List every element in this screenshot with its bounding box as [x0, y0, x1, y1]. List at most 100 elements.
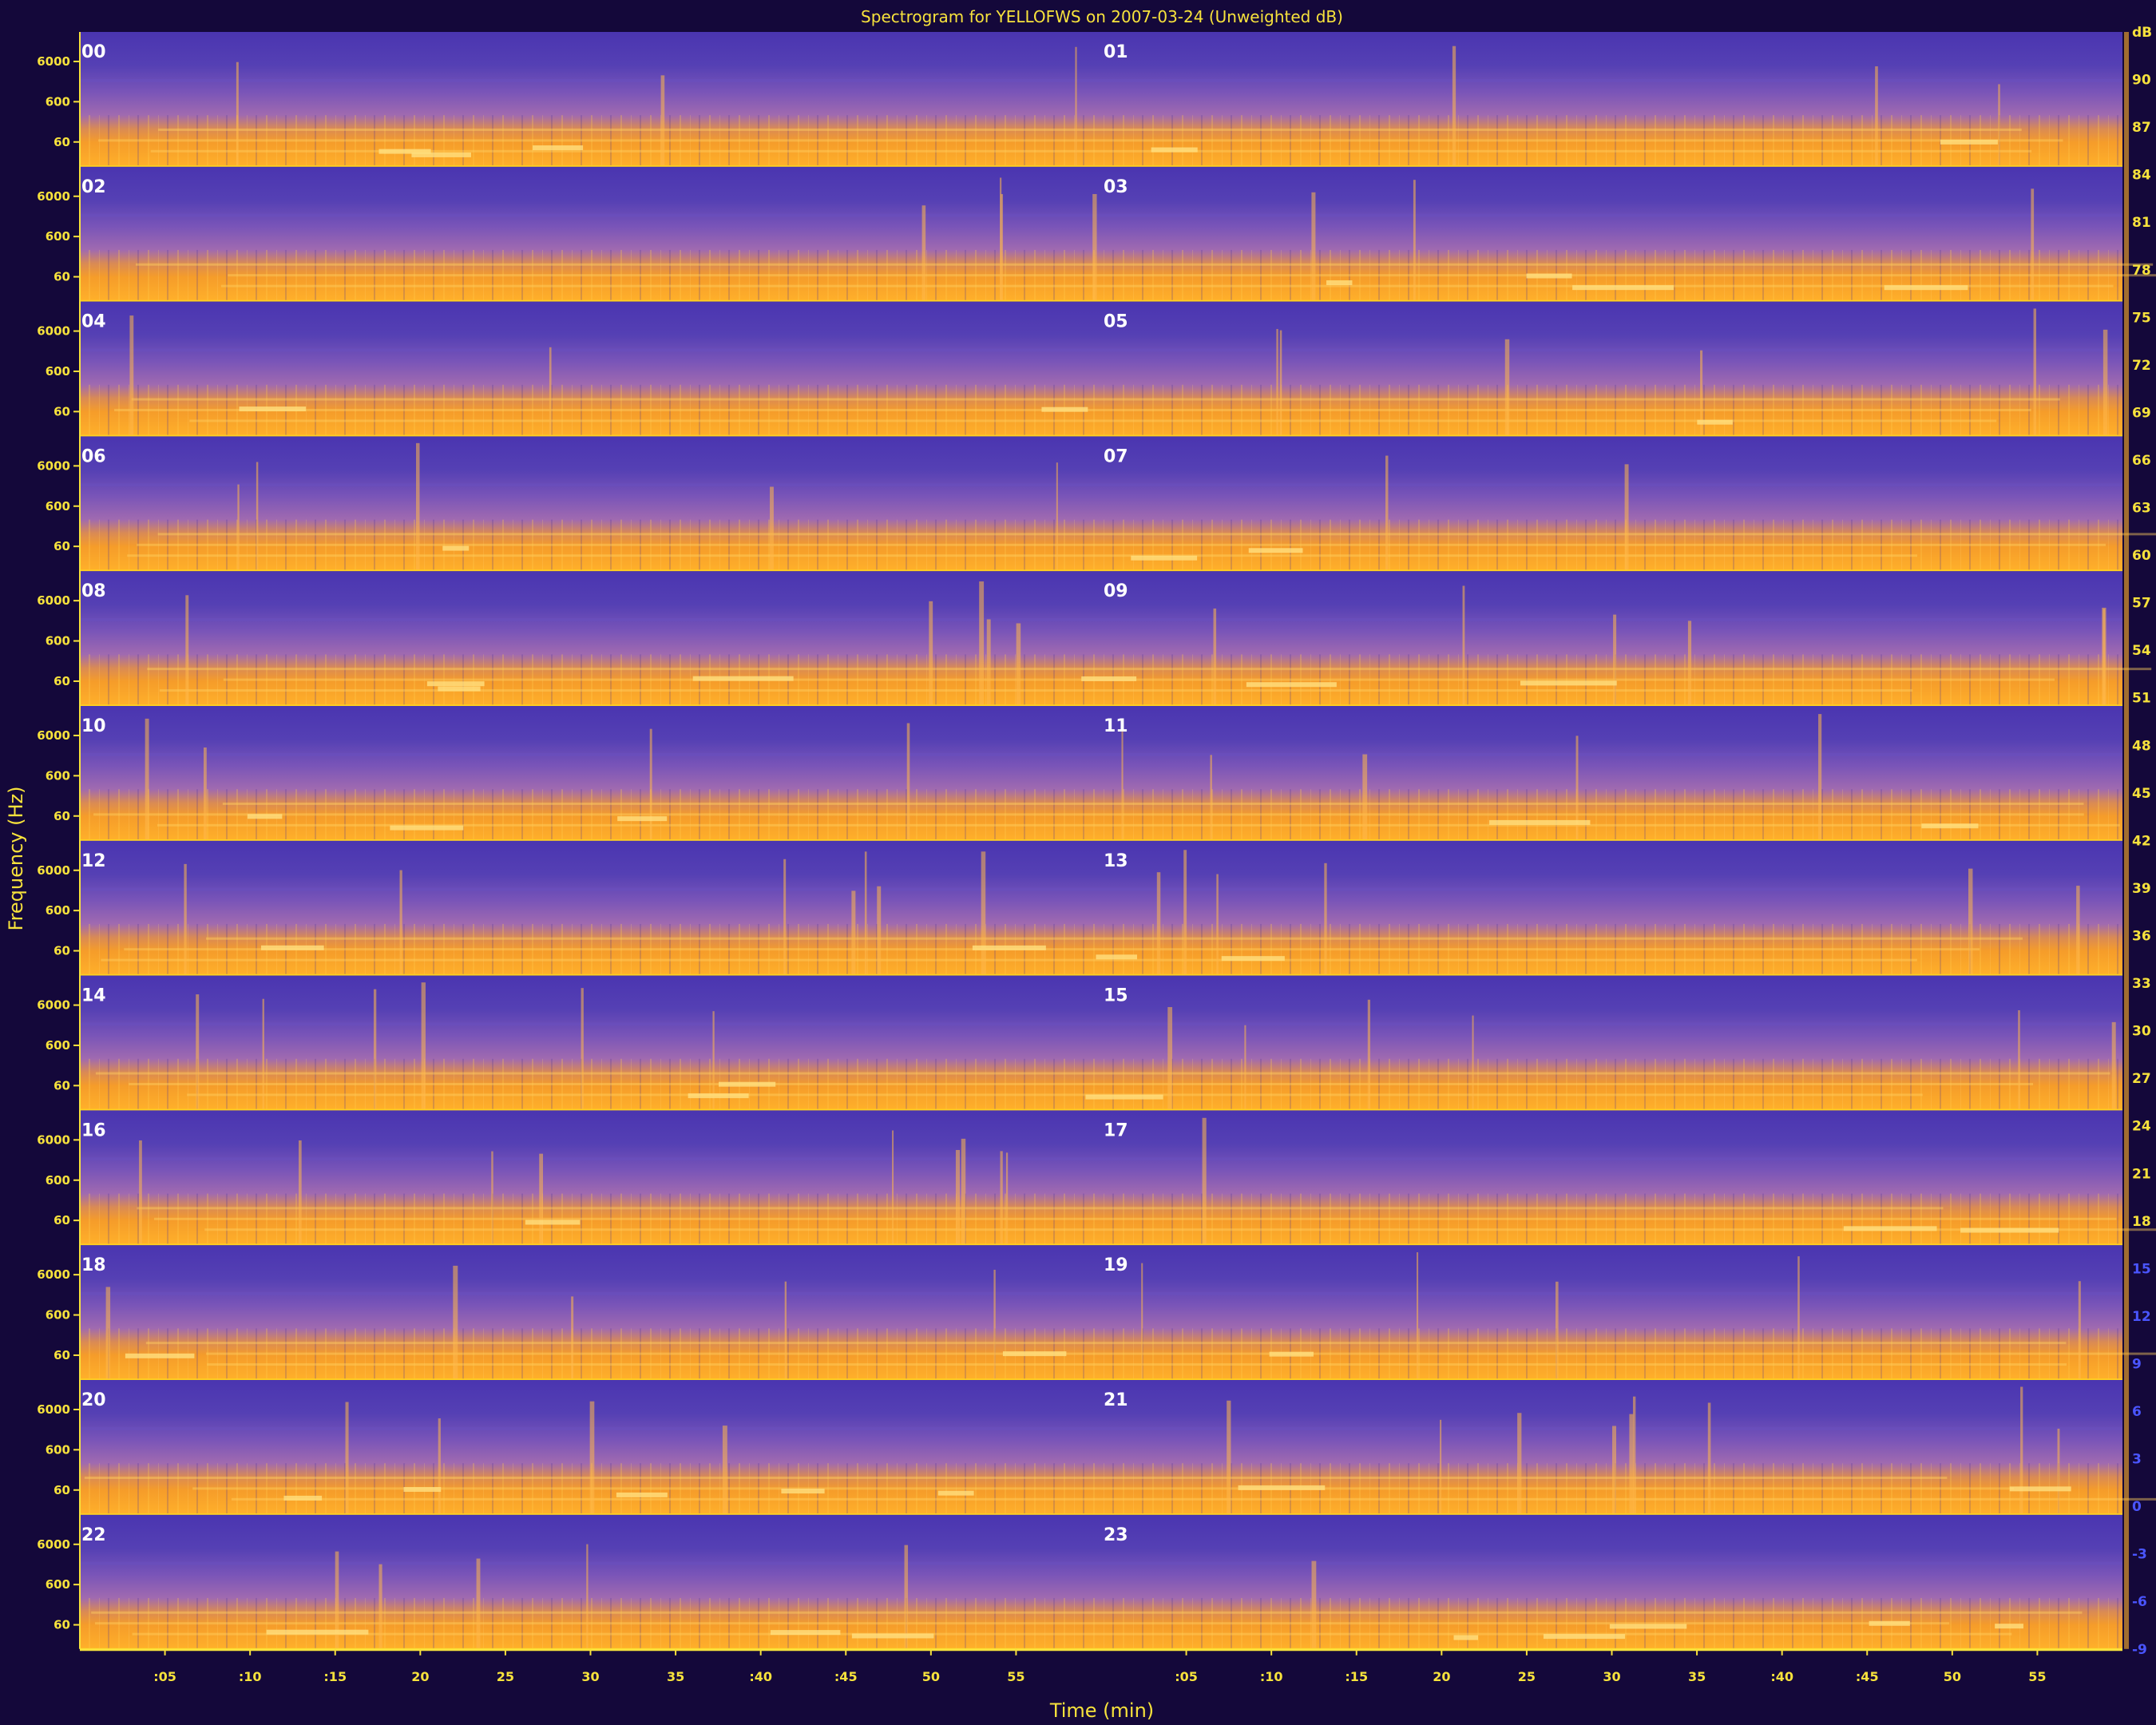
event-dash — [770, 1630, 841, 1636]
sound-burst — [476, 1558, 481, 1649]
sound-burst — [256, 462, 259, 571]
minute-tick-label: 55 — [1007, 1669, 1024, 1684]
event-dash — [1609, 1624, 1687, 1629]
mid-band-line — [80, 752, 2122, 756]
frequency-tick-label: 600 — [46, 94, 70, 109]
sound-burst — [722, 1426, 727, 1514]
sound-burst — [1213, 608, 1217, 706]
tone-line — [94, 1622, 1950, 1625]
tone-line — [206, 937, 2023, 940]
texture-band — [80, 384, 2122, 436]
texture-band — [80, 519, 2122, 571]
hour-label: 15 — [1104, 986, 1128, 1006]
frequency-tick-label: 600 — [46, 364, 70, 379]
sound-burst — [1005, 1152, 1009, 1245]
frequency-tick-label: 6000 — [37, 324, 70, 339]
event-dash — [1002, 1351, 1067, 1357]
event-dash — [247, 814, 283, 819]
tone-line — [231, 1497, 2156, 1501]
hour-label: 02 — [81, 177, 106, 197]
event-dash — [1085, 1094, 1163, 1100]
hour-label: 13 — [1104, 851, 1128, 871]
event-dash — [403, 1487, 442, 1493]
sound-burst — [1276, 328, 1278, 436]
event-dash — [125, 1353, 195, 1358]
sound-burst — [2018, 1010, 2020, 1110]
event-dash — [1572, 285, 1674, 291]
tone-line — [145, 1342, 2067, 1345]
tone-line — [136, 263, 2154, 266]
minute-tick-label: :10 — [239, 1669, 262, 1684]
sound-burst — [105, 1287, 111, 1380]
frequency-tick-label: 600 — [46, 1038, 70, 1053]
db-tick-label: 63 — [2132, 501, 2151, 517]
frequency-tick-label: 60 — [54, 1348, 70, 1362]
spectrogram-row: 10 11 — [80, 706, 2122, 841]
sound-burst — [1440, 1419, 1442, 1514]
frequency-tick-label: 6000 — [37, 593, 70, 608]
sound-burst — [145, 718, 149, 840]
tone-line — [101, 958, 1917, 962]
event-dash — [1096, 954, 1137, 960]
db-tick-label: 72 — [2132, 358, 2151, 374]
tone-line — [228, 274, 2156, 277]
sound-burst — [1092, 194, 1097, 301]
spectrogram-row: 04 05 — [80, 301, 2122, 437]
hour-label: 11 — [1104, 716, 1128, 736]
sound-burst — [1385, 455, 1389, 571]
sound-burst — [1575, 736, 1579, 840]
event-dash — [1151, 147, 1198, 153]
sound-burst — [981, 851, 986, 975]
event-dash — [688, 1093, 749, 1099]
sound-burst — [2102, 329, 2108, 436]
frequency-tick-label: 600 — [46, 1577, 70, 1592]
minute-tick-label: 30 — [1603, 1669, 1620, 1684]
sound-burst — [1244, 1025, 1246, 1110]
event-dash — [1269, 1351, 1314, 1357]
frequency-tick-label: 600 — [46, 229, 70, 244]
sound-burst — [299, 1140, 302, 1245]
sound-burst — [1141, 1263, 1143, 1380]
sound-burst — [549, 347, 552, 436]
mid-band-line — [80, 78, 2122, 82]
sound-burst — [892, 1130, 894, 1245]
minute-tick-label: 20 — [1433, 1669, 1450, 1684]
hour-label: 08 — [81, 581, 106, 601]
tone-line — [98, 139, 2063, 142]
sound-burst — [770, 486, 774, 571]
hour-label: 22 — [81, 1525, 106, 1545]
minute-tick-label: :15 — [323, 1669, 347, 1684]
frequency-tick-label: 600 — [46, 1442, 70, 1457]
event-dash — [1238, 1485, 1326, 1490]
sound-burst — [1183, 850, 1187, 975]
minute-tick-label: 55 — [2028, 1669, 2046, 1684]
tone-line — [137, 543, 2106, 546]
tone-line — [137, 1207, 1944, 1210]
frequency-tick-label: 6000 — [37, 1132, 70, 1147]
event-dash — [260, 945, 324, 950]
sound-burst — [1707, 1402, 1711, 1514]
tone-line — [223, 678, 2055, 681]
sound-burst — [1462, 585, 1465, 706]
sound-burst — [1056, 462, 1058, 571]
frequency-tick-label: 6000 — [37, 1267, 70, 1282]
db-tick-label: 90 — [2132, 73, 2151, 89]
sound-burst — [589, 1401, 595, 1514]
frequency-tick-label: 600 — [46, 634, 70, 648]
texture-band — [80, 1328, 2122, 1380]
sound-burst — [986, 619, 991, 706]
tone-line — [157, 533, 2156, 536]
sound-burst — [955, 1150, 960, 1245]
db-tick-label: 6 — [2132, 1404, 2142, 1420]
event-dash — [283, 1495, 323, 1501]
db-tick-label: 33 — [2132, 976, 2151, 992]
event-dash — [937, 1490, 974, 1496]
db-tick-label: 12 — [2132, 1309, 2151, 1325]
hour-label: 01 — [1104, 42, 1128, 62]
sound-burst — [399, 870, 402, 975]
sound-burst — [1875, 66, 1878, 166]
frequency-tick-label: 600 — [46, 1173, 70, 1188]
event-dash — [1221, 956, 1285, 962]
frequency-tick-label: 6000 — [37, 728, 70, 743]
texture-band — [80, 1193, 2122, 1245]
